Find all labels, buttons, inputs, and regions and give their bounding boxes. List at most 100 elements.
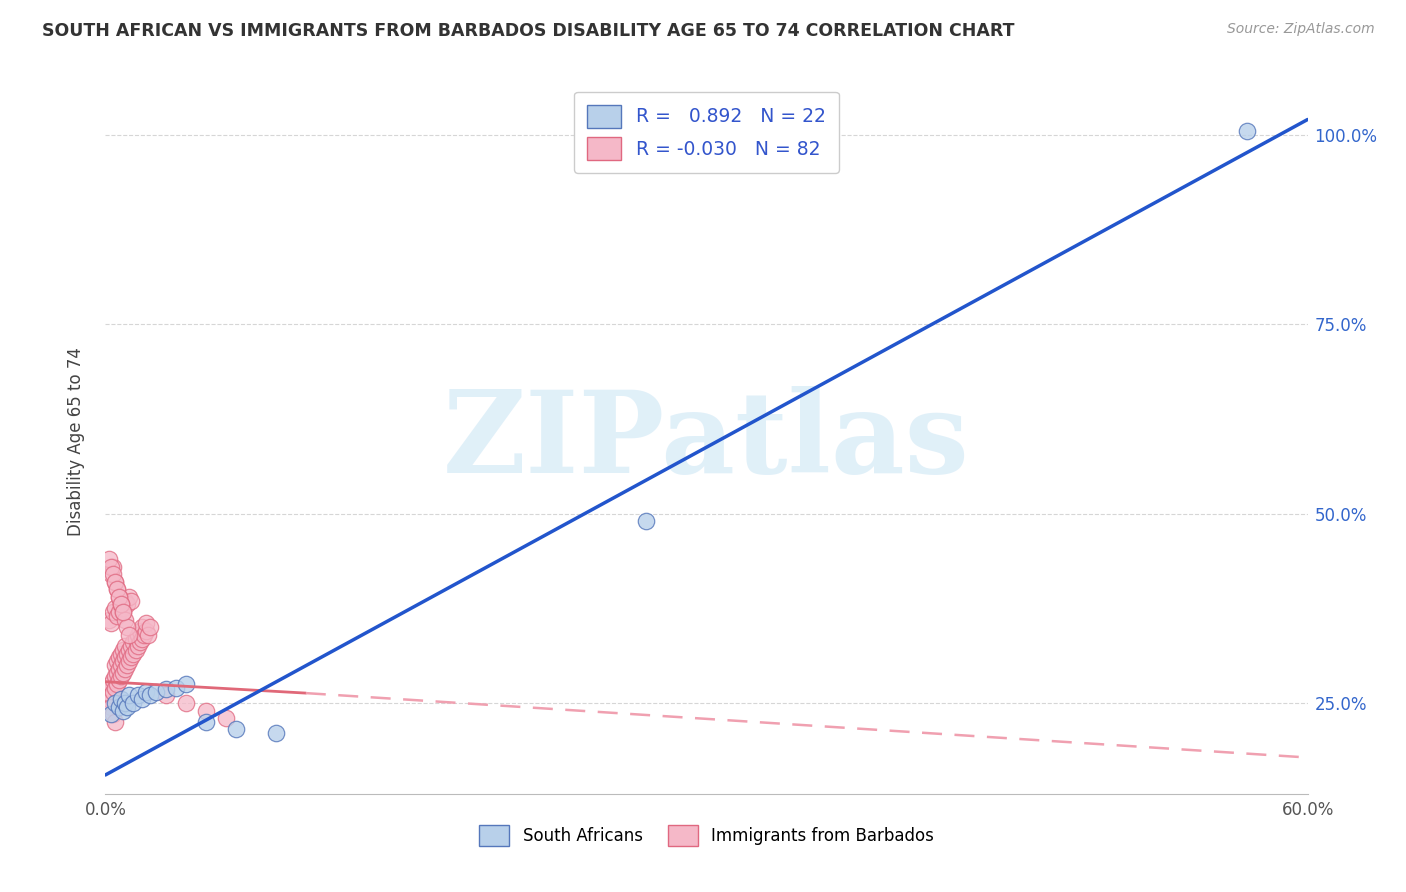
Point	[155, 689, 177, 703]
Point	[132, 628, 155, 642]
Point	[108, 650, 131, 665]
Point	[110, 669, 132, 683]
Point	[104, 714, 127, 729]
Point	[104, 574, 127, 589]
Y-axis label: Disability Age 65 to 74: Disability Age 65 to 74	[66, 347, 84, 536]
Point	[100, 699, 122, 714]
Point	[127, 639, 149, 653]
Point	[118, 628, 141, 642]
Point	[121, 639, 143, 653]
Point	[100, 677, 122, 691]
Point	[122, 696, 145, 710]
Point	[104, 574, 127, 589]
Point	[145, 684, 167, 698]
Point	[112, 605, 135, 619]
Point	[112, 605, 135, 619]
Point	[103, 684, 125, 698]
Point	[131, 692, 153, 706]
Point	[100, 707, 122, 722]
Point	[155, 682, 177, 697]
Point	[107, 677, 129, 691]
Text: ZIPatlas: ZIPatlas	[443, 386, 970, 497]
Point	[174, 696, 197, 710]
Point	[136, 628, 159, 642]
Point	[131, 632, 153, 646]
Point	[110, 598, 132, 612]
Point	[110, 692, 132, 706]
Text: SOUTH AFRICAN VS IMMIGRANTS FROM BARBADOS DISABILITY AGE 65 TO 74 CORRELATION CH: SOUTH AFRICAN VS IMMIGRANTS FROM BARBADO…	[42, 22, 1015, 40]
Point	[107, 608, 129, 623]
Point	[107, 582, 129, 597]
Point	[128, 624, 150, 638]
Point	[174, 677, 197, 691]
Point	[122, 635, 145, 649]
Point	[225, 723, 247, 737]
Point	[118, 590, 141, 604]
Point	[121, 593, 143, 607]
Point	[100, 567, 122, 582]
Point	[135, 684, 157, 698]
Point	[122, 647, 145, 661]
Point	[138, 689, 160, 703]
Point	[104, 681, 127, 695]
Point	[138, 620, 160, 634]
Point	[108, 662, 131, 676]
Point	[98, 681, 121, 695]
Point	[112, 654, 135, 668]
Point	[118, 689, 141, 703]
Point	[118, 654, 141, 668]
Point	[110, 647, 132, 661]
Point	[118, 643, 141, 657]
Point	[103, 559, 125, 574]
Point	[112, 665, 135, 680]
Point	[636, 514, 658, 528]
Point	[114, 696, 136, 710]
Point	[98, 552, 121, 566]
Point	[98, 692, 121, 706]
Point	[98, 613, 121, 627]
Point	[128, 635, 150, 649]
Point	[112, 643, 135, 657]
Point	[100, 616, 122, 631]
Point	[135, 616, 157, 631]
Point	[112, 601, 135, 615]
Point	[114, 613, 136, 627]
Point	[107, 582, 129, 597]
Point	[114, 593, 136, 607]
Point	[103, 605, 125, 619]
Point	[110, 658, 132, 673]
Point	[214, 711, 236, 725]
Point	[194, 714, 217, 729]
Point	[114, 639, 136, 653]
Point	[104, 601, 127, 615]
Point	[165, 681, 187, 695]
Text: Source: ZipAtlas.com: Source: ZipAtlas.com	[1227, 22, 1375, 37]
Point	[117, 658, 139, 673]
Point	[104, 658, 127, 673]
Point	[124, 643, 146, 657]
Point	[121, 650, 143, 665]
Point	[112, 704, 135, 718]
Point	[114, 650, 136, 665]
Point	[117, 620, 139, 634]
Point	[104, 669, 127, 683]
Point	[131, 620, 153, 634]
Legend: South Africans, Immigrants from Barbados: South Africans, Immigrants from Barbados	[472, 819, 941, 853]
Point	[1236, 124, 1258, 138]
Point	[100, 689, 122, 703]
Point	[117, 598, 139, 612]
Point	[127, 628, 149, 642]
Point	[108, 605, 131, 619]
Point	[117, 699, 139, 714]
Point	[100, 559, 122, 574]
Point	[108, 590, 131, 604]
Point	[110, 598, 132, 612]
Point	[103, 673, 125, 688]
Point	[103, 567, 125, 582]
Point	[110, 598, 132, 612]
Point	[108, 673, 131, 688]
Point	[117, 647, 139, 661]
Point	[108, 590, 131, 604]
Point	[107, 665, 129, 680]
Point	[114, 662, 136, 676]
